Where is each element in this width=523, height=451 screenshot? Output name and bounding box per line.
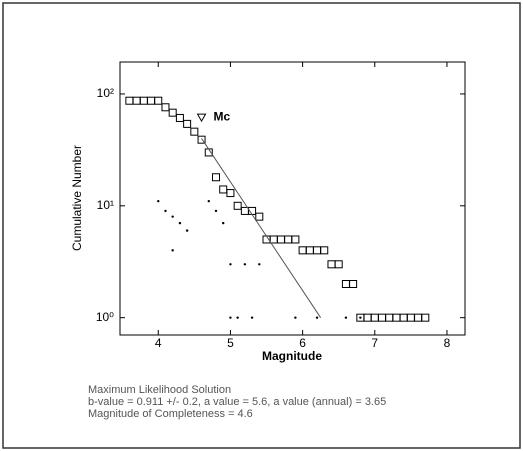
count-point xyxy=(244,263,246,265)
cumulative-point xyxy=(299,247,306,254)
cumulative-point xyxy=(335,261,342,268)
cumulative-point xyxy=(133,97,140,104)
cumulative-point xyxy=(162,104,169,111)
cumulative-point xyxy=(148,97,155,104)
count-point xyxy=(179,222,181,224)
count-point xyxy=(222,222,224,224)
count-point xyxy=(171,215,173,217)
count-point xyxy=(215,210,217,212)
note: Magnitude of Completeness = 4.6 xyxy=(88,408,253,420)
cumulative-point xyxy=(227,190,234,197)
fit-line xyxy=(202,138,321,317)
cumulative-point xyxy=(234,202,241,209)
y-tick-label: 10⁰ xyxy=(96,310,114,324)
cumulative-point xyxy=(220,186,227,193)
y-axis-label: Cumulative Number xyxy=(70,145,84,251)
cumulative-point xyxy=(328,261,335,268)
cumulative-point xyxy=(270,236,277,243)
cumulative-point xyxy=(400,314,407,321)
cumulative-point xyxy=(155,97,162,104)
cumulative-point xyxy=(314,247,321,254)
x-tick-label: 6 xyxy=(299,336,306,350)
cumulative-point xyxy=(256,213,263,220)
plot-area xyxy=(120,62,465,335)
count-point xyxy=(208,200,210,202)
cumulative-point xyxy=(321,247,328,254)
count-point xyxy=(294,316,296,318)
cumulative-point xyxy=(277,236,284,243)
cumulative-point xyxy=(191,128,198,135)
count-point xyxy=(316,316,318,318)
x-tick-label: 7 xyxy=(371,336,378,350)
cumulative-point xyxy=(241,207,248,214)
cumulative-point xyxy=(386,314,393,321)
cumulative-point xyxy=(378,314,385,321)
cumulative-point xyxy=(169,109,176,116)
count-point xyxy=(251,316,253,318)
cumulative-point xyxy=(371,314,378,321)
cumulative-point xyxy=(292,236,299,243)
x-tick-label: 4 xyxy=(155,336,162,350)
cumulative-point xyxy=(364,314,371,321)
count-point xyxy=(164,210,166,212)
count-point xyxy=(171,249,173,251)
cumulative-point xyxy=(407,314,414,321)
cumulative-point xyxy=(140,97,147,104)
note: b-value = 0.911 +/- 0.2, a value = 5.6, … xyxy=(88,396,386,408)
note: Maximum Likelihood Solution xyxy=(88,384,231,396)
x-tick-label: 5 xyxy=(227,336,234,350)
cumulative-point xyxy=(212,174,219,181)
y-tick-label: 10¹ xyxy=(97,198,114,212)
cumulative-point xyxy=(342,280,349,287)
count-point xyxy=(186,229,188,231)
cumulative-point xyxy=(415,314,422,321)
cumulative-point xyxy=(176,114,183,121)
count-point xyxy=(359,316,361,318)
mc-label: Mc xyxy=(214,109,231,123)
cumulative-point xyxy=(184,120,191,127)
cumulative-point xyxy=(422,314,429,321)
count-point xyxy=(258,263,260,265)
count-point xyxy=(345,316,347,318)
count-point xyxy=(157,200,159,202)
count-point xyxy=(236,316,238,318)
y-tick-label: 10² xyxy=(97,86,114,100)
cumulative-point xyxy=(285,236,292,243)
cumulative-point xyxy=(350,280,357,287)
x-axis-label: Magnitude xyxy=(262,349,322,363)
x-tick-label: 8 xyxy=(444,336,451,350)
cumulative-point xyxy=(393,314,400,321)
cumulative-point xyxy=(306,247,313,254)
count-point xyxy=(229,263,231,265)
count-point xyxy=(229,316,231,318)
chart: Magnitude Cumulative Number 4 5 6 7 8 10⁰ 10¹ 1… xyxy=(0,0,523,451)
mc-marker xyxy=(198,114,206,121)
cumulative-point xyxy=(126,97,133,104)
